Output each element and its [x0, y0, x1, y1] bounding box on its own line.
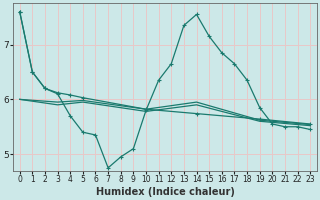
X-axis label: Humidex (Indice chaleur): Humidex (Indice chaleur) [96, 187, 234, 197]
